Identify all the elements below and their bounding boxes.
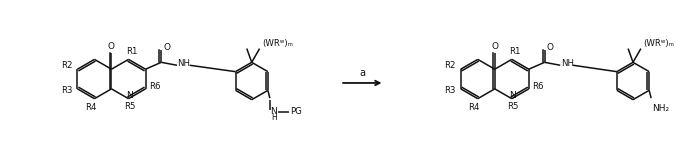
Text: N: N [510,91,516,100]
Text: O: O [163,43,170,52]
Text: NH: NH [177,59,191,68]
Text: N: N [126,91,133,100]
Text: a: a [359,68,365,78]
Text: R3: R3 [61,86,73,95]
Text: R3: R3 [444,86,456,95]
Text: R6: R6 [532,82,544,91]
Text: PG: PG [290,107,302,116]
Text: R4: R4 [468,103,480,112]
Text: (WRʷ)ₘ: (WRʷ)ₘ [262,39,292,48]
Text: R5: R5 [507,102,519,111]
Text: R2: R2 [444,61,456,70]
Text: R1: R1 [126,47,138,56]
Text: R2: R2 [61,61,73,70]
Text: R6: R6 [149,82,160,91]
Text: R1: R1 [509,47,521,56]
Text: H: H [271,113,276,122]
Text: NH: NH [560,59,574,68]
Text: N: N [270,107,277,116]
Text: O: O [108,42,115,51]
Text: O: O [491,42,498,51]
Text: R4: R4 [84,103,96,112]
Text: R5: R5 [124,102,135,111]
Text: NH₂: NH₂ [653,104,669,113]
Text: O: O [547,43,554,52]
Text: (WRʷ)ₘ: (WRʷ)ₘ [643,39,674,48]
